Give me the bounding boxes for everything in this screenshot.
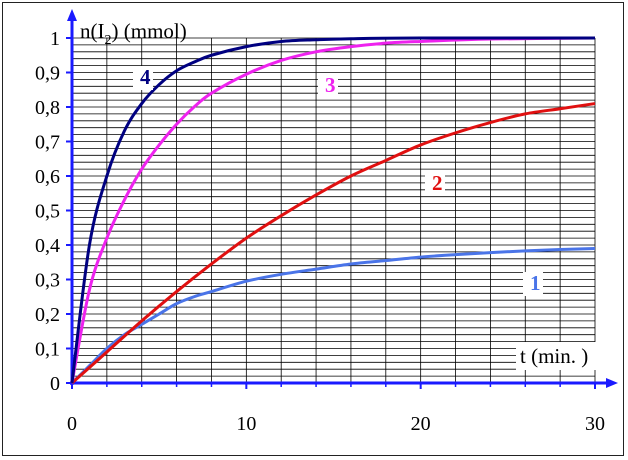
- x-tick-label: 20: [411, 413, 431, 435]
- x-tick-label: 30: [585, 413, 605, 435]
- curve-label-3: 3: [325, 73, 336, 97]
- curve-label-4: 4: [140, 65, 151, 89]
- curve-label-bg-4: [133, 66, 153, 90]
- chart-frame: [2, 2, 624, 456]
- y-tick-label: 0,8: [35, 97, 60, 119]
- x-tick-label: 0: [67, 413, 77, 435]
- curve-label-1: 1: [530, 271, 541, 295]
- tick-labels: 00,10,20,30,40,50,60,70,80,910 10 20 30: [35, 28, 605, 435]
- curve-label-2: 2: [432, 171, 443, 195]
- y-tick-label: 0,6: [35, 166, 60, 188]
- labels: n(I2) (mmol) t (min. ): [80, 19, 606, 370]
- series-line-3: [70, 36, 596, 384]
- x-axis-label-bg: [516, 342, 606, 370]
- x-axis-label: t (min. ): [520, 344, 588, 368]
- y-tick-label: 0: [50, 373, 60, 395]
- y-tick-label: 1: [50, 28, 60, 50]
- y-tick-label: 0,9: [35, 63, 60, 85]
- series-line-2: [71, 102, 596, 385]
- y-tick-label: 0,2: [35, 304, 60, 326]
- y-tick-label: 0,3: [35, 270, 60, 292]
- series-line-4: [70, 36, 596, 384]
- curve-label-bg-1: [523, 272, 543, 296]
- curve-label-bg-2: [425, 172, 445, 196]
- y-axis-label: n(I2) (mmol): [80, 19, 187, 48]
- x-tick-label: 10: [236, 413, 256, 435]
- y-tick-label: 0,7: [35, 132, 60, 154]
- curve-label-bg-3: [318, 74, 338, 98]
- y-tick-label: 0,1: [35, 339, 60, 361]
- series-lines: 1 2 3 4: [70, 36, 596, 385]
- y-tick-label: 0,4: [35, 235, 60, 257]
- y-tick-label: 0,5: [35, 201, 60, 223]
- axes: [66, 9, 618, 389]
